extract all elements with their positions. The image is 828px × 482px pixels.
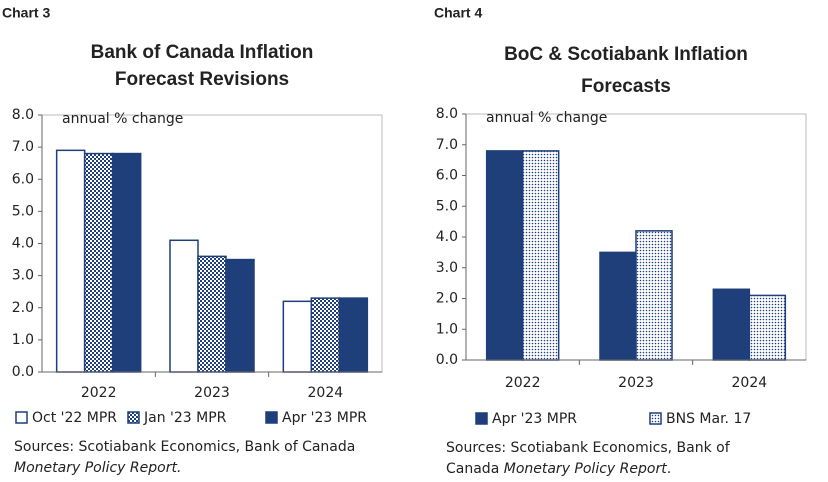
source-note: Monetary Policy Report. [14,460,181,476]
bar [225,258,255,373]
x-tick-label: 2024 [732,375,768,391]
y-tick-label: 6.0 [436,168,458,184]
y-tick-label: 6.0 [12,171,34,187]
y-tick-label: 4.0 [436,229,458,245]
chart-label: Chart 4 [434,5,482,21]
bar [83,152,114,373]
y-tick-label: 5.0 [436,198,458,214]
y-tick-label: 7.0 [12,139,34,155]
y-tick-label: 4.0 [12,236,34,252]
bar [748,294,787,361]
source-note: Sources: Scotiabank Economics, Bank of C… [14,439,355,455]
y-tick-label: 5.0 [12,203,34,219]
source-text: Sources: Scotiabank Economics, Bank of C… [14,439,355,455]
y-tick-label: 8.0 [12,107,34,123]
y-tick-label: 1.0 [436,321,458,337]
x-tick-label: 2024 [308,385,344,401]
y-axis-label: annual % change [62,111,183,127]
x-tick-label: 2022 [505,375,541,391]
y-tick-label: 2.0 [12,300,34,316]
y-tick-label: 7.0 [436,137,458,153]
source-text: Sources: Scotiabank Economics, Bank of [446,440,731,456]
bar [310,297,341,373]
bar [521,150,560,361]
legend-label: Apr '23 MPR [282,410,367,426]
source-text: Monetary Policy Report. [14,460,181,476]
chart-title: Forecast Revisions [115,69,289,90]
bar [111,152,142,373]
legend-label: Apr '23 MPR [492,411,577,427]
source-note: Canada Monetary Policy Report. [446,461,671,477]
bar [712,288,751,361]
y-tick-label: 0.0 [436,352,458,368]
chart-title: Bank of Canada Inflation [91,42,314,63]
y-tick-label: 8.0 [436,106,458,122]
bar [338,297,369,373]
source-text: Monetary Policy Report [504,461,667,477]
bar [599,251,637,361]
legend-label: Jan '23 MPR [143,410,227,426]
y-tick-label: 3.0 [436,260,458,276]
source-text: Canada [446,461,504,477]
source-text: . [667,461,671,477]
legend-swatch [15,411,28,424]
y-tick-label: 3.0 [12,268,34,284]
legend-swatch [265,411,278,424]
y-tick-label: 0.0 [12,364,34,380]
bar [485,150,524,361]
bar [55,149,86,373]
chart-title: Forecasts [581,76,671,97]
bar [197,255,227,373]
bar [169,239,199,373]
legend-swatch [649,412,662,425]
legend-swatch [475,412,488,425]
y-axis-label: annual % change [486,110,607,126]
legend-label: Oct '22 MPR [32,410,117,426]
y-tick-label: 2.0 [436,291,458,307]
chart-label: Chart 3 [2,5,50,21]
y-tick-label: 1.0 [12,332,34,348]
legend-swatch [127,411,140,424]
x-tick-label: 2023 [194,385,230,401]
chart-title: BoC & Scotiabank Inflation [504,44,748,65]
bar [635,230,673,361]
x-tick-label: 2023 [618,375,654,391]
bar [282,300,313,373]
source-note: Sources: Scotiabank Economics, Bank of [446,440,731,456]
x-tick-label: 2022 [81,385,117,401]
legend-label: BNS Mar. 17 [666,411,751,427]
